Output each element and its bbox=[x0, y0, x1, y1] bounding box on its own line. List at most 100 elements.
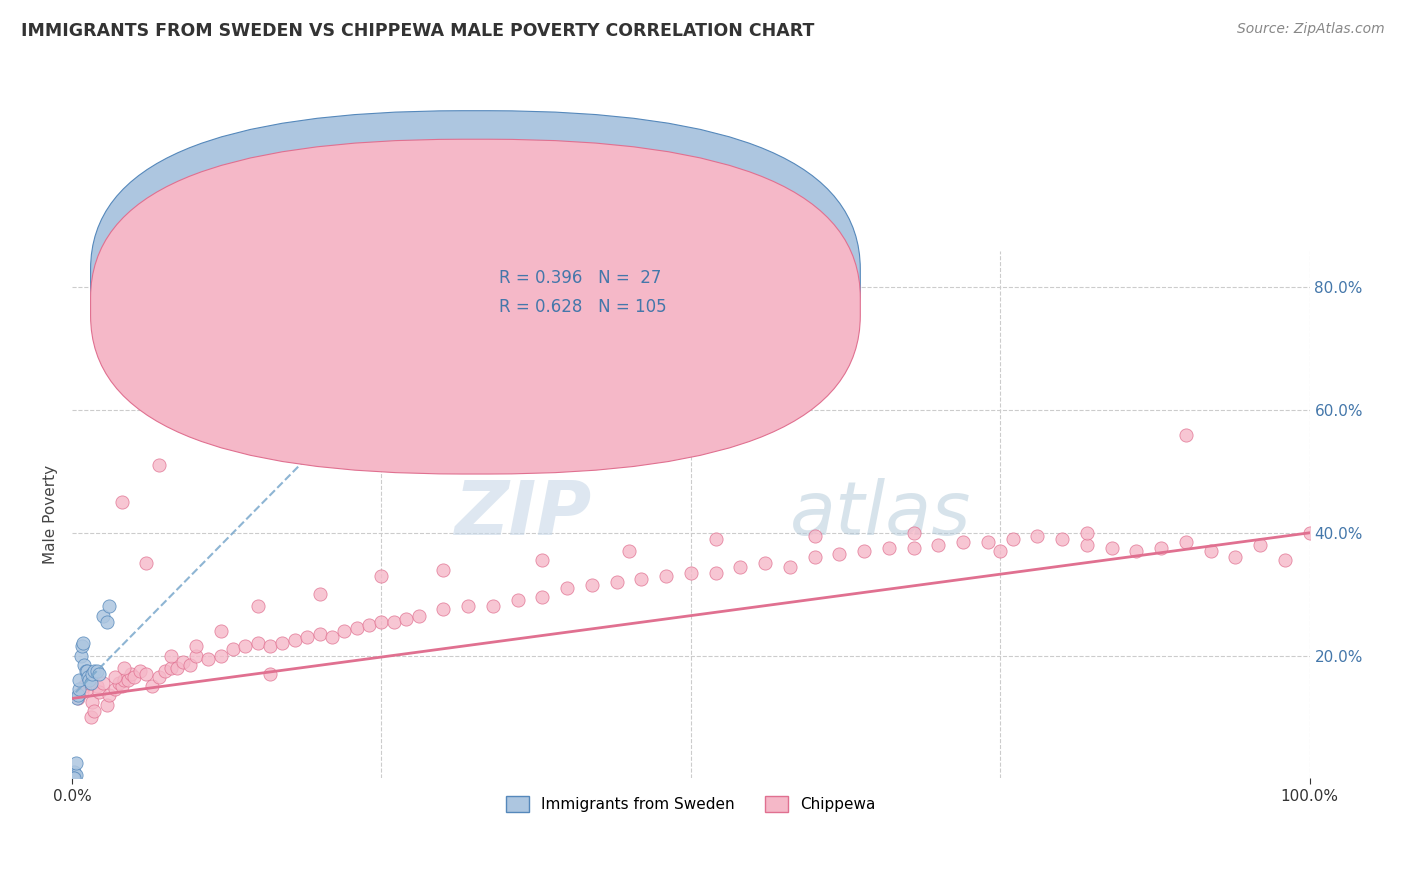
Point bbox=[209, 624, 232, 638]
FancyBboxPatch shape bbox=[90, 111, 860, 445]
Point bbox=[927, 538, 949, 552]
Point bbox=[382, 615, 405, 629]
Point bbox=[853, 544, 876, 558]
Point bbox=[395, 612, 418, 626]
Point bbox=[555, 581, 578, 595]
Point bbox=[1225, 550, 1247, 565]
Point bbox=[91, 676, 114, 690]
Point bbox=[370, 615, 392, 629]
Point bbox=[903, 541, 925, 556]
Point bbox=[828, 547, 851, 561]
Point bbox=[259, 640, 281, 654]
FancyBboxPatch shape bbox=[90, 139, 860, 474]
Point bbox=[110, 495, 132, 509]
Point bbox=[122, 670, 145, 684]
Point bbox=[284, 633, 307, 648]
Point bbox=[779, 559, 801, 574]
FancyBboxPatch shape bbox=[443, 259, 672, 325]
Point bbox=[531, 591, 554, 605]
Point bbox=[1174, 535, 1197, 549]
Point bbox=[259, 667, 281, 681]
Point bbox=[62, 768, 84, 782]
Point bbox=[69, 648, 91, 663]
Text: R = 0.396   N =  27: R = 0.396 N = 27 bbox=[499, 269, 661, 287]
Point bbox=[704, 566, 727, 580]
Point bbox=[73, 657, 96, 672]
Point bbox=[77, 670, 100, 684]
Point bbox=[83, 704, 105, 718]
Point bbox=[1076, 525, 1098, 540]
Point bbox=[903, 525, 925, 540]
Point bbox=[172, 655, 194, 669]
Point bbox=[75, 664, 97, 678]
Point bbox=[76, 664, 98, 678]
Point bbox=[160, 661, 183, 675]
Point bbox=[803, 529, 825, 543]
Point bbox=[160, 648, 183, 663]
Point bbox=[79, 676, 101, 690]
Point bbox=[98, 689, 121, 703]
Point bbox=[148, 458, 170, 473]
Point bbox=[67, 673, 90, 687]
Point bbox=[432, 563, 454, 577]
Point bbox=[1076, 538, 1098, 552]
Point bbox=[63, 768, 86, 782]
Point bbox=[1125, 544, 1147, 558]
Point bbox=[357, 617, 380, 632]
Point bbox=[246, 599, 269, 614]
Point bbox=[1298, 525, 1320, 540]
Point bbox=[184, 640, 207, 654]
Point bbox=[1001, 532, 1024, 546]
Point bbox=[630, 572, 652, 586]
Point bbox=[346, 621, 368, 635]
Point bbox=[432, 602, 454, 616]
Point bbox=[730, 559, 752, 574]
Text: atlas: atlas bbox=[790, 478, 972, 550]
Point bbox=[153, 664, 176, 678]
Point bbox=[246, 636, 269, 650]
Point bbox=[80, 667, 103, 681]
Point bbox=[605, 574, 627, 589]
Point bbox=[104, 670, 127, 684]
Point bbox=[754, 557, 776, 571]
Point bbox=[1026, 529, 1049, 543]
Point bbox=[531, 553, 554, 567]
Point bbox=[79, 673, 101, 687]
Point bbox=[129, 664, 152, 678]
Point bbox=[581, 578, 603, 592]
Point bbox=[135, 667, 157, 681]
Point bbox=[63, 771, 86, 785]
Text: IMMIGRANTS FROM SWEDEN VS CHIPPEWA MALE POVERTY CORRELATION CHART: IMMIGRANTS FROM SWEDEN VS CHIPPEWA MALE … bbox=[21, 22, 814, 40]
Point bbox=[271, 636, 294, 650]
Point bbox=[96, 615, 118, 629]
Point bbox=[233, 640, 256, 654]
Point bbox=[209, 648, 232, 663]
Point bbox=[1249, 538, 1271, 552]
Point bbox=[1199, 544, 1222, 558]
Point bbox=[952, 535, 974, 549]
Point bbox=[1150, 541, 1173, 556]
Point bbox=[370, 568, 392, 582]
Point bbox=[79, 710, 101, 724]
Point bbox=[72, 636, 94, 650]
Point bbox=[1101, 541, 1123, 556]
Point bbox=[877, 541, 900, 556]
Point bbox=[66, 691, 89, 706]
Point bbox=[679, 566, 702, 580]
Point bbox=[65, 756, 87, 770]
Point bbox=[67, 691, 90, 706]
Point bbox=[704, 532, 727, 546]
Point bbox=[1174, 427, 1197, 442]
Text: ZIP: ZIP bbox=[454, 478, 592, 551]
Point bbox=[65, 768, 87, 782]
Point bbox=[166, 661, 188, 675]
Point bbox=[89, 667, 111, 681]
Text: Source: ZipAtlas.com: Source: ZipAtlas.com bbox=[1237, 22, 1385, 37]
Point bbox=[70, 685, 93, 699]
Point bbox=[408, 608, 430, 623]
Point bbox=[98, 599, 121, 614]
Point bbox=[112, 661, 135, 675]
Y-axis label: Male Poverty: Male Poverty bbox=[44, 465, 58, 564]
Point bbox=[76, 682, 98, 697]
Point bbox=[79, 676, 101, 690]
